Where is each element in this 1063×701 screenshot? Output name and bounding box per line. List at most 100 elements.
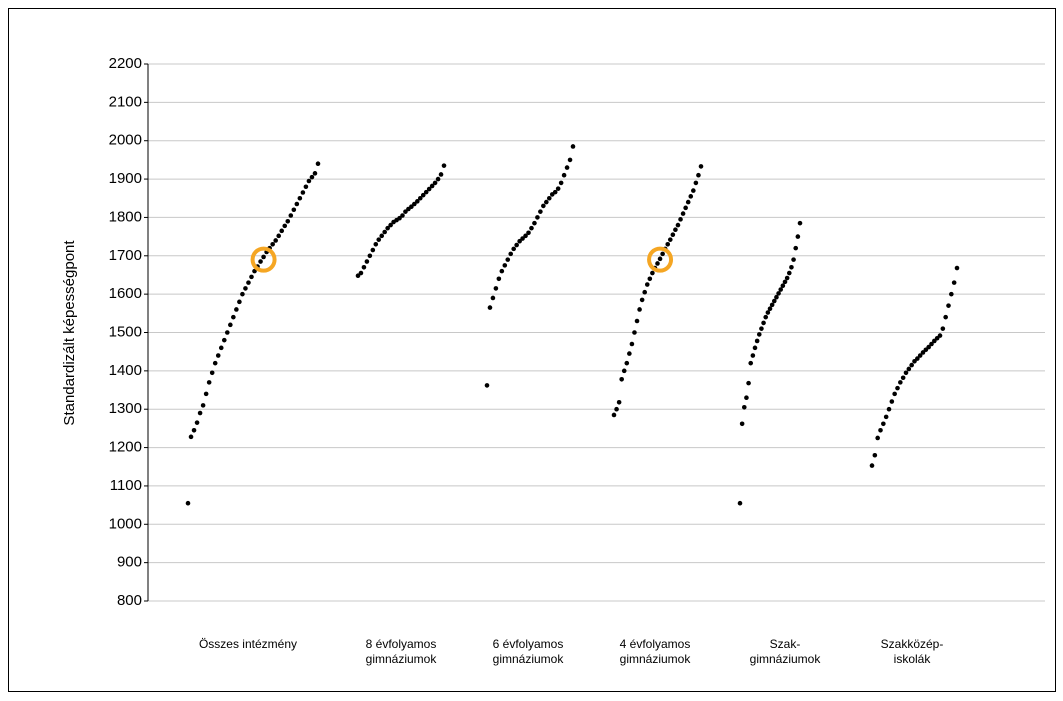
y-tick-label: 2100 bbox=[109, 93, 142, 110]
y-tick-label: 900 bbox=[117, 554, 142, 571]
point bbox=[940, 326, 946, 331]
point bbox=[438, 172, 444, 177]
point bbox=[665, 241, 671, 247]
point bbox=[218, 345, 224, 351]
y-tick-label: 800 bbox=[117, 592, 142, 609]
point bbox=[194, 420, 200, 425]
point bbox=[954, 265, 960, 271]
point bbox=[225, 330, 230, 335]
point bbox=[698, 164, 704, 169]
point bbox=[203, 391, 209, 397]
point bbox=[258, 259, 263, 264]
point bbox=[675, 222, 681, 228]
point bbox=[614, 406, 619, 412]
point bbox=[279, 228, 285, 234]
point bbox=[538, 209, 543, 214]
point bbox=[750, 353, 756, 358]
point bbox=[739, 421, 745, 427]
point bbox=[946, 303, 951, 308]
point bbox=[872, 452, 878, 458]
point bbox=[385, 225, 390, 231]
point bbox=[746, 380, 751, 386]
point bbox=[900, 375, 906, 381]
point bbox=[484, 383, 490, 388]
x-tick-label: iskolák bbox=[894, 652, 932, 666]
point bbox=[776, 291, 781, 296]
point bbox=[541, 203, 546, 209]
y-axis-title: Standardizált képességpont bbox=[61, 240, 78, 426]
y-tick-label: 1500 bbox=[109, 323, 142, 340]
point bbox=[778, 287, 784, 292]
point bbox=[875, 435, 880, 441]
y-tick-label: 1600 bbox=[109, 285, 142, 302]
point bbox=[754, 338, 760, 344]
point bbox=[303, 184, 309, 190]
point bbox=[892, 391, 897, 397]
point bbox=[511, 246, 516, 252]
point bbox=[878, 428, 883, 433]
point bbox=[426, 186, 432, 192]
x-tick-label: 4 évfolyamos bbox=[620, 637, 691, 651]
point bbox=[624, 360, 630, 366]
point bbox=[741, 404, 747, 410]
point bbox=[744, 395, 749, 401]
point bbox=[221, 337, 227, 343]
x-tick-label: gimnáziumok bbox=[493, 652, 565, 666]
point bbox=[441, 163, 447, 168]
point bbox=[397, 215, 402, 221]
point bbox=[432, 180, 438, 186]
point bbox=[294, 201, 300, 207]
point bbox=[797, 220, 803, 226]
point bbox=[567, 157, 573, 163]
point bbox=[493, 286, 499, 291]
point bbox=[926, 344, 931, 350]
point bbox=[688, 194, 694, 199]
y-tick-label: 1200 bbox=[109, 439, 142, 456]
point bbox=[883, 414, 889, 420]
point bbox=[759, 326, 764, 331]
point bbox=[737, 500, 743, 506]
point bbox=[761, 320, 766, 326]
point bbox=[197, 410, 203, 416]
y-tick-label: 1400 bbox=[109, 362, 142, 379]
point bbox=[943, 314, 948, 320]
point bbox=[637, 307, 642, 312]
point bbox=[409, 204, 414, 209]
point bbox=[564, 165, 570, 170]
point bbox=[502, 263, 508, 268]
point bbox=[487, 305, 493, 310]
point bbox=[782, 279, 788, 285]
point bbox=[288, 213, 294, 218]
point bbox=[869, 463, 875, 468]
point bbox=[309, 174, 315, 180]
x-tick-label: 8 évfolyamos bbox=[366, 637, 437, 651]
y-tick-label: 1100 bbox=[110, 477, 142, 494]
point bbox=[532, 220, 537, 226]
point bbox=[234, 307, 239, 312]
x-tick-label: Összes intézmény bbox=[199, 637, 297, 651]
point bbox=[273, 238, 278, 243]
point bbox=[508, 251, 514, 257]
point bbox=[231, 314, 236, 320]
x-tick-label: gimnáziumok bbox=[366, 652, 438, 666]
point bbox=[748, 360, 754, 366]
x-tick-label: Szakközép- bbox=[881, 637, 944, 651]
point bbox=[789, 264, 794, 270]
point bbox=[667, 237, 673, 242]
point bbox=[650, 270, 655, 276]
point bbox=[297, 195, 303, 201]
point bbox=[769, 302, 775, 308]
point bbox=[420, 192, 426, 198]
point bbox=[237, 299, 242, 305]
point bbox=[616, 400, 622, 405]
point bbox=[951, 280, 957, 285]
point bbox=[379, 233, 385, 239]
point bbox=[895, 385, 900, 391]
point bbox=[786, 270, 792, 276]
point bbox=[415, 199, 420, 204]
point bbox=[435, 176, 441, 182]
point bbox=[903, 370, 909, 376]
point bbox=[388, 222, 393, 228]
point bbox=[670, 232, 676, 237]
